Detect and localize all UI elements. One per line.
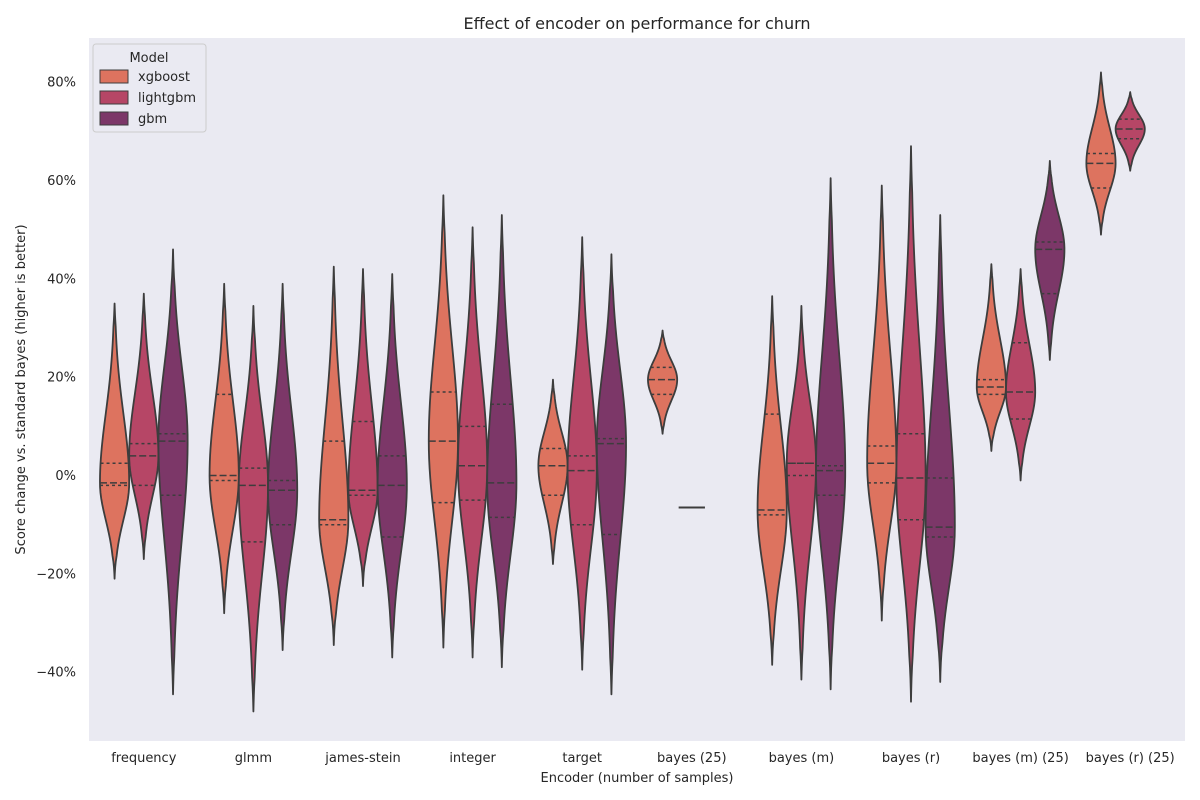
y-tick-label: −40% [36,666,76,681]
x-axis-ticks: frequency glmm james-stein integer target bay… [111,751,1175,766]
violin-gbm [815,177,847,691]
x-tick-label: bayes (m) (25) [972,751,1068,766]
violin-gbm [376,273,408,659]
x-tick-label: bayes (r) [882,751,940,766]
violin-gbm [924,214,956,683]
y-tick-label: −20% [36,567,76,582]
violin-xgboost [756,295,788,666]
legend: Model xgboost lightgbm gbm [92,43,207,133]
violin-xgboost [537,378,569,565]
x-tick-label: integer [449,751,496,766]
violin-lightgbm [237,305,269,713]
violin-lightgbm [1114,91,1146,172]
legend-label-lightgbm: lightgbm [138,91,196,106]
violin-gbm [595,253,627,696]
violin-xgboost [318,265,350,647]
violin-gbm [486,214,518,669]
legend-title: Model [129,51,168,66]
violin-xgboost [647,329,679,435]
x-tick-label: james-stein [324,751,400,766]
y-tick-label: 60% [47,174,76,189]
x-tick-label: glmm [235,751,272,766]
legend-label-xgboost: xgboost [138,70,190,85]
y-tick-label: 0% [55,469,76,484]
y-tick-label: 20% [47,371,76,386]
violin-lightgbm [566,236,598,671]
chart-title: Effect of encoder on performance for chu… [463,14,810,33]
violin-xgboost [427,194,459,649]
legend-swatch-lightgbm [99,90,129,105]
violin-lightgbm [457,226,489,659]
x-tick-label: frequency [111,751,177,766]
violin-lightgbm [785,305,817,681]
violin-gbm [157,248,189,696]
y-axis-ticks: −40% −20% 0% 20% 40% 60% 80% [36,76,76,681]
y-axis-title: Score change vs. standard bayes (higher … [14,224,29,554]
x-axis-title: Encoder (number of samples) [541,771,734,786]
legend-label-gbm: gbm [138,112,167,127]
legend-box [92,43,207,133]
y-tick-label: 80% [47,76,76,91]
violin-lightgbm [128,292,160,560]
x-tick-label: bayes (m) [769,751,835,766]
violin-xgboost [208,282,240,615]
x-tick-label: bayes (r) (25) [1086,751,1175,766]
violin-lightgbm [895,145,927,703]
violin-gbm [267,282,299,651]
x-tick-label: bayes (25) [657,751,727,766]
legend-items: xgboost lightgbm gbm [99,69,196,127]
violins-layer [99,71,1146,713]
y-tick-label: 40% [47,272,76,287]
legend-swatch-xgboost [99,69,129,84]
x-tick-label: target [562,751,602,766]
legend-swatch-gbm [99,111,129,126]
violin-xgboost [99,302,131,580]
violin-lightgbm [1005,268,1037,482]
